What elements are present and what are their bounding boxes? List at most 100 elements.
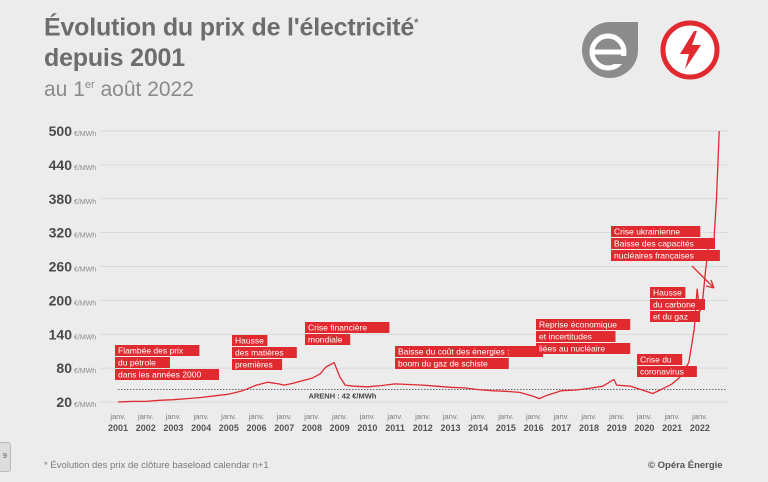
x-tick-prefix: janv. <box>386 412 402 421</box>
annotation-box <box>536 319 631 330</box>
x-tick-prefix: janv. <box>165 412 181 421</box>
y-tick-unit: €/MWh <box>74 267 96 274</box>
price-series-line <box>117 130 720 403</box>
annotation-text: et du gaz <box>653 312 688 322</box>
y-tick-label: 200 <box>49 292 73 308</box>
y-tick-label: 80 <box>56 360 72 376</box>
y-tick-label: 500 <box>49 123 73 139</box>
y-tick-label: 140 <box>49 326 73 342</box>
x-tick-prefix: janv. <box>248 412 264 421</box>
annotation-text: Baisse des capacités <box>614 239 694 249</box>
x-tick-prefix: janv. <box>691 412 707 421</box>
annotation-text: mondiale <box>308 335 343 345</box>
subtitle-prefix: au 1 <box>44 78 85 101</box>
annotation-box <box>232 359 283 370</box>
annotation-arrow <box>691 265 715 289</box>
annotation-box <box>115 357 170 368</box>
x-tick-prefix: janv. <box>608 412 624 421</box>
x-tick-label: 2004 <box>191 423 211 433</box>
x-tick-label: 2002 <box>136 423 156 433</box>
x-tick-label: 2010 <box>357 423 377 433</box>
annotation-label: Flambée des prix du pétrole dans les année… <box>115 345 219 380</box>
subtitle-sup: er <box>84 79 95 91</box>
y-tick-unit: €/MWh <box>74 131 96 138</box>
annotation-box <box>536 343 631 354</box>
y-tick-label: 20 <box>56 394 72 410</box>
x-tick-label: 2014 <box>468 423 488 433</box>
annotation-box <box>637 354 683 365</box>
annotation-text: Crise ukrainienne <box>614 227 680 237</box>
opera-energie-e-logo <box>582 22 638 78</box>
annotation-text: boom du gaz de schiste <box>398 359 488 369</box>
annotation-box <box>232 347 297 358</box>
x-tick-label: 2011 <box>385 423 405 433</box>
x-tick-prefix: janv. <box>442 412 458 421</box>
annotation-label: Reprise économique et incertitudes liées a… <box>536 319 631 354</box>
annotation-label: Crise financière mondiale <box>305 322 390 345</box>
x-tick-label: 2020 <box>634 423 654 433</box>
y-tick-unit: €/MWh <box>74 334 96 341</box>
annotation-text: Reprise économique <box>539 320 617 330</box>
y-tick-label: 380 <box>49 191 73 207</box>
x-tick-prefix: janv. <box>359 412 375 421</box>
annotation-box <box>536 331 616 342</box>
arenh-reference-label: ARENH : 42 €/MWh <box>308 392 376 401</box>
x-tick-label: 2008 <box>302 423 322 433</box>
x-tick-prefix: janv. <box>137 412 153 421</box>
annotation-box <box>611 226 701 237</box>
annotation-text: coronavirus <box>640 367 684 377</box>
x-tick-prefix: janv. <box>331 412 347 421</box>
annotation-text: liées au nucléaire <box>539 344 605 354</box>
annotation-box <box>650 299 705 310</box>
x-tick-label: 2001 <box>108 423 128 433</box>
annotation-box <box>395 358 509 369</box>
annotation-text: du pétrole <box>118 358 156 368</box>
x-tick-prefix: janv. <box>580 412 596 421</box>
x-tick-prefix: janv. <box>220 412 236 421</box>
x-tick-label: 2007 <box>274 423 294 433</box>
annotation-label: Hausse du carbone et du gaz <box>650 287 705 322</box>
annotation-box <box>305 322 390 333</box>
chart-subtitle: au 1er août 2022 <box>44 78 194 102</box>
annotation-box <box>637 366 697 377</box>
annotation-box <box>650 311 701 322</box>
x-tick-label: 2006 <box>247 423 267 433</box>
electricity-bolt-icon <box>660 20 720 80</box>
x-tick-label: 2016 <box>524 423 544 433</box>
annotation-text: Flambée des prix <box>118 346 184 356</box>
x-tick-prefix: janv. <box>497 412 513 421</box>
x-tick-label: 2015 <box>496 423 516 433</box>
side-tab[interactable]: 9 <box>0 442 11 472</box>
y-tick-unit: €/MWh <box>74 199 96 206</box>
x-tick-prefix: janv. <box>192 412 208 421</box>
annotation-text: des matières <box>235 348 284 358</box>
x-tick-label: 2019 <box>607 423 627 433</box>
annotation-text: premières <box>235 360 273 370</box>
annotation-box <box>395 346 544 357</box>
y-tick-unit: €/MWh <box>74 402 96 409</box>
x-tick-prefix: janv. <box>636 412 652 421</box>
y-tick-unit: €/MWh <box>74 300 96 307</box>
x-tick-prefix: janv. <box>109 412 125 421</box>
annotation-box <box>115 369 219 380</box>
annotation-text: Hausse <box>235 336 264 346</box>
annotation-text: Hausse <box>653 288 682 298</box>
annotation-text: et incertitudes <box>539 332 592 342</box>
x-tick-prefix: janv. <box>470 412 486 421</box>
annotation-text: du carbone <box>653 300 696 310</box>
annotation-label: Hausse des matières premières <box>232 335 297 370</box>
subtitle-suffix: août 2022 <box>94 78 194 101</box>
annotation-box <box>650 287 686 298</box>
y-tick-unit: €/MWh <box>74 368 96 375</box>
x-tick-prefix: janv. <box>525 412 541 421</box>
x-tick-label: 2013 <box>440 423 460 433</box>
x-tick-label: 2018 <box>579 423 599 433</box>
y-tick-unit: €/MWh <box>74 233 96 240</box>
x-tick-label: 2022 <box>690 423 710 433</box>
x-tick-label: 2017 <box>551 423 571 433</box>
x-tick-prefix: janv. <box>303 412 319 421</box>
y-tick-label: 260 <box>49 259 73 275</box>
annotation-box <box>232 335 268 346</box>
x-tick-label: 2003 <box>163 423 183 433</box>
